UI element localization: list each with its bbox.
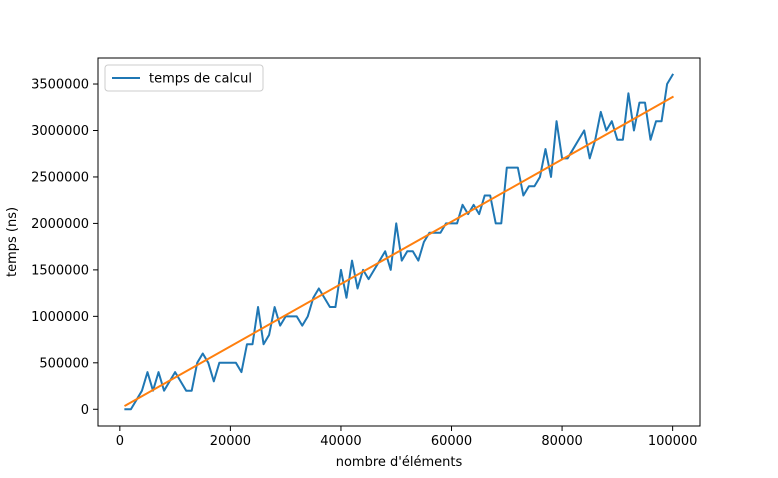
y-tick-label: 0	[81, 403, 89, 418]
series-line-temps-de-calcul	[124, 73, 675, 411]
y-axis: 0 500000 1000000 1500000 2000000 2500000 30000…	[31, 78, 98, 418]
y-tick-label: 500000	[39, 356, 89, 371]
series-group	[123, 73, 675, 411]
y-tick-label: 2000000	[31, 217, 89, 232]
x-tick-label: 40000	[320, 434, 361, 449]
x-axis: 0 20000 40000 60000 80000 100000	[116, 426, 698, 449]
x-tick-label: 100000	[648, 434, 698, 449]
x-tick-label: 0	[116, 434, 124, 449]
y-tick-label: 1000000	[31, 310, 89, 325]
x-tick-label: 20000	[210, 434, 251, 449]
y-tick-label: 3500000	[31, 78, 89, 93]
x-tick-label: 60000	[431, 434, 472, 449]
y-tick-label: 1500000	[31, 263, 89, 278]
legend: temps de calcul	[104, 64, 264, 92]
legend-box	[104, 64, 264, 92]
x-axis-label: nombre d'éléments	[336, 455, 463, 470]
series-line-trend	[123, 95, 675, 407]
x-tick-label: 80000	[541, 434, 582, 449]
y-tick-label: 2500000	[31, 170, 89, 185]
y-tick-label: 3000000	[31, 124, 89, 139]
plot-frame	[97, 57, 701, 427]
y-axis-label: temps (ns)	[5, 207, 20, 277]
legend-label-temps-de-calcul: temps de calcul	[149, 72, 252, 87]
